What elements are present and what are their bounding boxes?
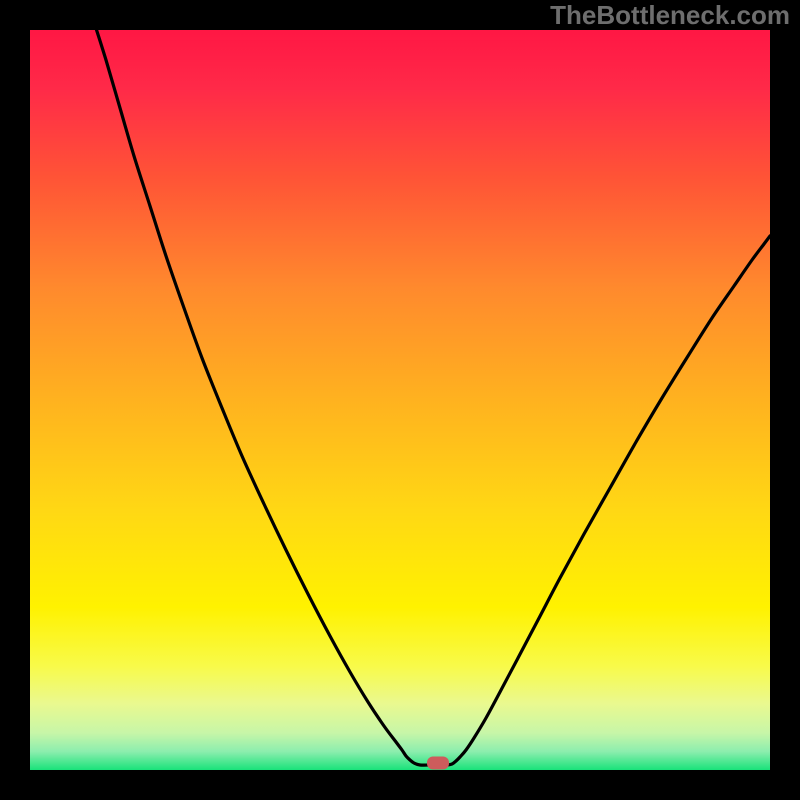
bottleneck-chart (0, 0, 800, 800)
minimum-marker (427, 757, 449, 770)
chart-container: TheBottleneck.com (0, 0, 800, 800)
watermark-text: TheBottleneck.com (550, 0, 790, 31)
